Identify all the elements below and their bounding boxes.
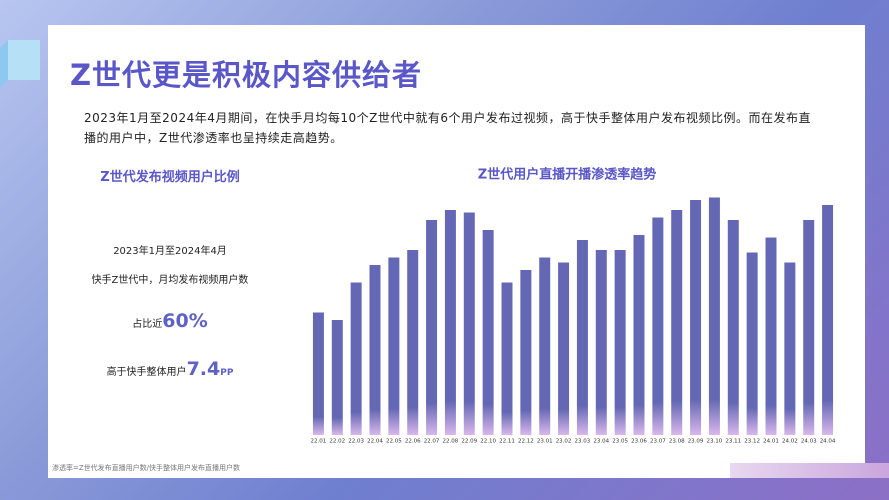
footnote: 渗透率=Z世代发布直播用户数/快手整体用户发布直播用户数: [52, 464, 241, 472]
x-tick-label: 24.04: [820, 439, 836, 445]
x-tick-label: 22.04: [367, 439, 383, 445]
panel-subtitle: 快手Z世代中，月均发布视频用户数: [91, 275, 249, 286]
x-tick-label: 24.01: [763, 439, 779, 445]
x-tick-label: 23.11: [725, 439, 741, 445]
bar: [652, 217, 664, 435]
x-tick-label: 24.03: [801, 439, 817, 445]
x-tick-label: 23.05: [612, 439, 628, 445]
period: 2023年1月至2024年4月: [113, 246, 227, 257]
x-tick-label: 24.02: [782, 439, 798, 445]
bar: [539, 257, 551, 435]
bar: [746, 252, 758, 435]
panel-title: Z世代发布视频用户比例: [100, 170, 240, 185]
bar: [784, 262, 796, 435]
decor-cube: [0, 40, 40, 88]
bar: [312, 312, 324, 435]
stat-2: 高于快手整体用户7.4PP: [60, 358, 280, 380]
x-tick-label: 22.08: [443, 439, 459, 445]
bar: [407, 250, 419, 435]
stat-unit: PP: [220, 368, 234, 378]
bar: [708, 197, 720, 435]
stat-value: 7.4: [186, 358, 221, 380]
stat-label: 占比近: [132, 319, 163, 330]
page-title: Z世代更是积极内容供给者: [70, 58, 423, 92]
bar: [520, 270, 532, 435]
x-tick-label: 22.12: [518, 439, 534, 445]
bar: [633, 235, 645, 435]
x-tick-label: 23.07: [650, 439, 666, 445]
x-tick-label: 22.01: [311, 439, 327, 445]
bar: [576, 240, 588, 435]
chart-title: Z世代用户直播开播渗透率趋势: [478, 167, 656, 183]
bar: [426, 220, 438, 435]
bar: [803, 220, 815, 435]
x-tick-label: 23.10: [707, 439, 723, 445]
x-tick-label: 23.09: [688, 439, 704, 445]
x-tick-label: 23.01: [537, 439, 553, 445]
x-tick-label: 22.03: [348, 439, 364, 445]
bar: [614, 250, 626, 435]
stat-value: 60%: [162, 310, 208, 332]
bar: [463, 212, 475, 435]
x-tick-label: 23.03: [575, 439, 591, 445]
bar: [482, 230, 494, 435]
x-tick-label: 22.07: [424, 439, 440, 445]
x-tick-label: 23.06: [631, 439, 647, 445]
bar: [558, 262, 570, 435]
x-tick-label: 22.11: [499, 439, 515, 445]
bar: [501, 282, 513, 435]
bar: [331, 320, 343, 435]
description: 2023年1月至2024年4月期间，在快手月均每10个Z世代中就有6个用户发布过…: [84, 111, 811, 145]
x-tick-label: 22.09: [461, 439, 477, 445]
bar: [595, 250, 607, 435]
x-tick-label: 23.08: [669, 439, 685, 445]
stat-1: 占比近60%: [60, 310, 280, 332]
x-tick-label: 22.06: [405, 439, 421, 445]
x-tick-label: 22.02: [329, 439, 345, 445]
x-tick-label: 22.10: [480, 439, 496, 445]
bar: [690, 200, 702, 435]
bar: [350, 282, 362, 435]
x-tick-label: 23.02: [556, 439, 572, 445]
bar: [369, 265, 381, 435]
bar: [388, 257, 400, 435]
decor-bar: [730, 463, 889, 478]
bar: [444, 210, 456, 435]
x-tick-label: 23.04: [593, 439, 609, 445]
stat-label: 高于快手整体用户: [106, 367, 187, 378]
bar: [765, 237, 777, 435]
x-tick-label: 22.05: [386, 439, 402, 445]
bar: [727, 220, 739, 435]
x-tick-label: 23.12: [744, 439, 760, 445]
bar: [822, 205, 834, 435]
bar: [671, 210, 683, 435]
